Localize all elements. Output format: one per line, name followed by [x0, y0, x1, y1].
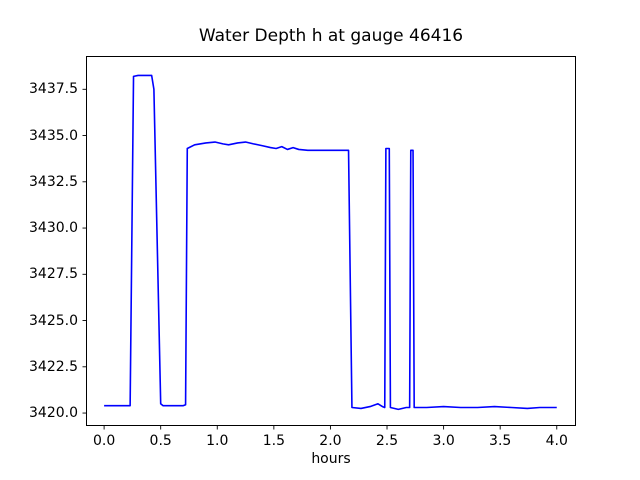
- x-tick-label: 0.5: [149, 433, 172, 449]
- x-tick-label: 2.5: [375, 433, 399, 449]
- chart-title: Water Depth h at gauge 46416: [198, 26, 464, 46]
- y-tick-label: 3435.0: [29, 127, 78, 144]
- y-tick-label: 3425.0: [29, 312, 78, 329]
- y-tick-label: 3427.5: [29, 266, 78, 283]
- y-tick-label: 3420.0: [29, 405, 78, 422]
- y-tick-label: 3432.5: [29, 173, 78, 190]
- y-tick-label: 3430.0: [29, 220, 78, 237]
- y-tick-label: 3422.5: [29, 358, 78, 375]
- x-tick-label: 3.5: [489, 433, 512, 449]
- x-tick-label: 3.0: [432, 433, 455, 449]
- line-plot-canvas: [82, 56, 576, 430]
- x-tick-label: 0.0: [92, 433, 116, 449]
- x-tick-label: 1.0: [206, 433, 229, 449]
- y-tick-label: 3437.5: [29, 81, 78, 98]
- x-tick-label: 1.5: [262, 433, 285, 449]
- x-tick-label: 2.0: [319, 433, 342, 449]
- water-depth-line: [104, 74, 557, 411]
- x-tick-label: 4.0: [545, 433, 568, 449]
- x-axis-label: hours: [311, 451, 351, 467]
- plot-frame: [86, 56, 576, 426]
